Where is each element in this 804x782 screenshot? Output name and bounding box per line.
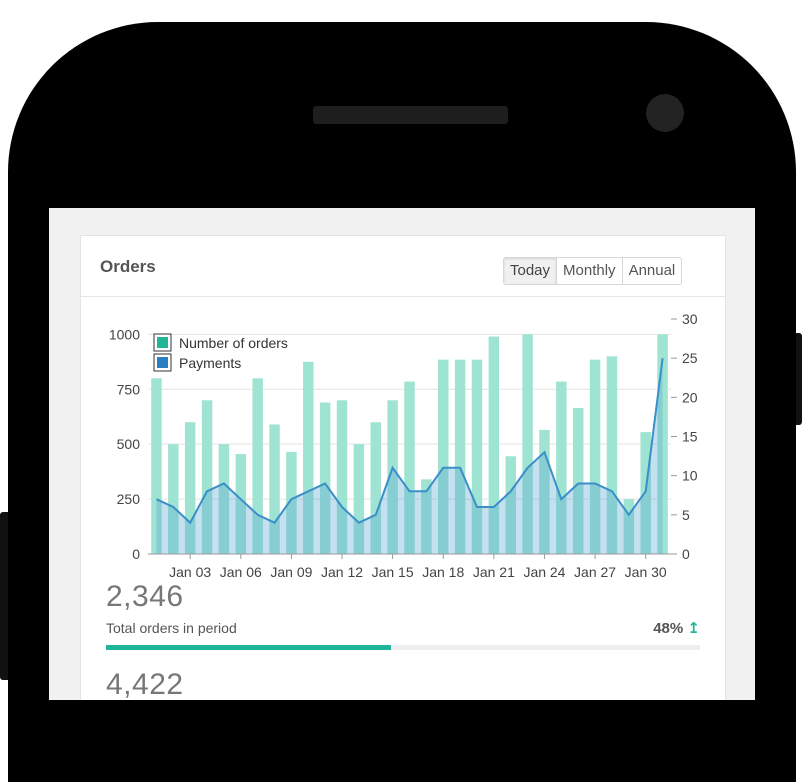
y-left-tick-label: 1000	[109, 326, 140, 342]
y-left-tick-label: 250	[117, 491, 141, 507]
orders-bar	[572, 407, 584, 554]
arrow-up-icon: ↥	[687, 620, 700, 637]
payments-area	[155, 358, 664, 554]
orders-bar	[218, 444, 230, 554]
orders-bar	[252, 378, 263, 554]
orders-bar	[235, 454, 247, 554]
payments-area-fill	[156, 358, 663, 554]
x-tick-label: Jan 15	[372, 564, 414, 580]
x-tick-label: Jan 24	[523, 564, 565, 580]
x-tick-label: Jan 06	[220, 564, 262, 580]
orders-bar	[539, 429, 550, 554]
orders-bar	[589, 359, 601, 554]
orders-bar	[269, 424, 280, 554]
y-right-tick-label: 25	[682, 350, 698, 366]
orders-card: Orders Today Monthly Annual 0 250 500 750 10…	[80, 235, 726, 700]
y-left-tick-label: 500	[117, 436, 141, 452]
total-orders-value: 2,346	[106, 580, 184, 613]
percent-value: 48%	[653, 620, 684, 637]
y-right-tick-label: 10	[682, 468, 698, 484]
orders-chart: 0 250 500 750 1000 0 5 10 15 20 25 30 Jan 03 Jan 06 Ja…	[109, 311, 698, 580]
chart-legend: Number of orders Payments	[153, 333, 288, 372]
orders-progress-bar	[106, 645, 700, 650]
orders-bar	[505, 456, 516, 554]
orders-bar	[151, 378, 162, 554]
orders-bar	[184, 422, 196, 554]
orders-bar	[657, 334, 668, 554]
tab-today[interactable]: Today	[504, 258, 557, 284]
x-tick-label: Jan 30	[625, 564, 667, 580]
orders-bar	[286, 451, 297, 554]
y-right-tick-label: 15	[682, 429, 698, 445]
legend-label: Payments	[179, 355, 241, 371]
camera-icon	[646, 94, 684, 132]
orders-bar	[319, 402, 331, 554]
orders-bar	[387, 400, 398, 554]
y-left-tick-label: 750	[117, 381, 141, 397]
second-stat-value: 4,422	[106, 668, 184, 700]
x-tick-label: Jan 27	[574, 564, 616, 580]
y-left-tick-label: 0	[132, 546, 140, 562]
legend-swatch	[157, 357, 168, 368]
orders-bars	[151, 334, 668, 554]
orders-bar	[623, 499, 635, 554]
x-tick-label: Jan 21	[473, 564, 515, 580]
orders-bar	[201, 400, 213, 554]
y-right-tick-label: 30	[682, 311, 698, 327]
y-right-tick-label: 5	[682, 507, 690, 523]
y-right-tick-label: 0	[682, 546, 690, 562]
phone-screen: Orders Today Monthly Annual 0 250 500 750 10…	[49, 208, 755, 700]
card-title: Orders	[100, 257, 156, 276]
volume-button	[0, 512, 8, 680]
orders-bar	[421, 479, 432, 554]
orders-progress-fill	[106, 645, 392, 650]
orders-bar	[488, 336, 500, 554]
legend-swatch	[157, 337, 168, 348]
x-tick-label: Jan 12	[321, 564, 363, 580]
x-tick-label: Jan 09	[270, 564, 312, 580]
y-right-tick-label: 20	[682, 389, 698, 405]
orders-bar	[168, 444, 179, 554]
tab-monthly[interactable]: Monthly	[556, 258, 622, 284]
orders-bar	[336, 400, 348, 554]
x-tick-label: Jan 18	[422, 564, 464, 580]
orders-bar	[370, 422, 381, 554]
orders-bar	[606, 356, 618, 554]
card-header: Orders Today Monthly Annual	[81, 236, 725, 297]
payments-line	[155, 358, 664, 525]
orders-bar	[522, 334, 533, 554]
power-button	[796, 333, 802, 425]
orders-bar	[471, 359, 483, 554]
legend-label: Number of orders	[179, 335, 288, 351]
orders-bar	[404, 381, 415, 554]
orders-bar	[353, 444, 365, 554]
orders-bar	[556, 381, 567, 554]
total-orders-percent: 48% ↥	[653, 619, 700, 637]
orders-bar	[303, 361, 314, 554]
speaker-grille	[313, 106, 508, 124]
total-orders-label: Total orders in period	[106, 620, 237, 636]
range-selector: Today Monthly Annual	[503, 257, 683, 285]
orders-bar	[438, 359, 449, 554]
chart-axes: 0 250 500 750 1000 0 5 10 15 20 25 30 Jan 03 Jan 06 Ja…	[109, 311, 698, 580]
tab-annual[interactable]: Annual	[621, 258, 682, 284]
x-tick-label: Jan 03	[169, 564, 211, 580]
orders-bar	[640, 432, 651, 554]
orders-bar	[454, 359, 466, 554]
